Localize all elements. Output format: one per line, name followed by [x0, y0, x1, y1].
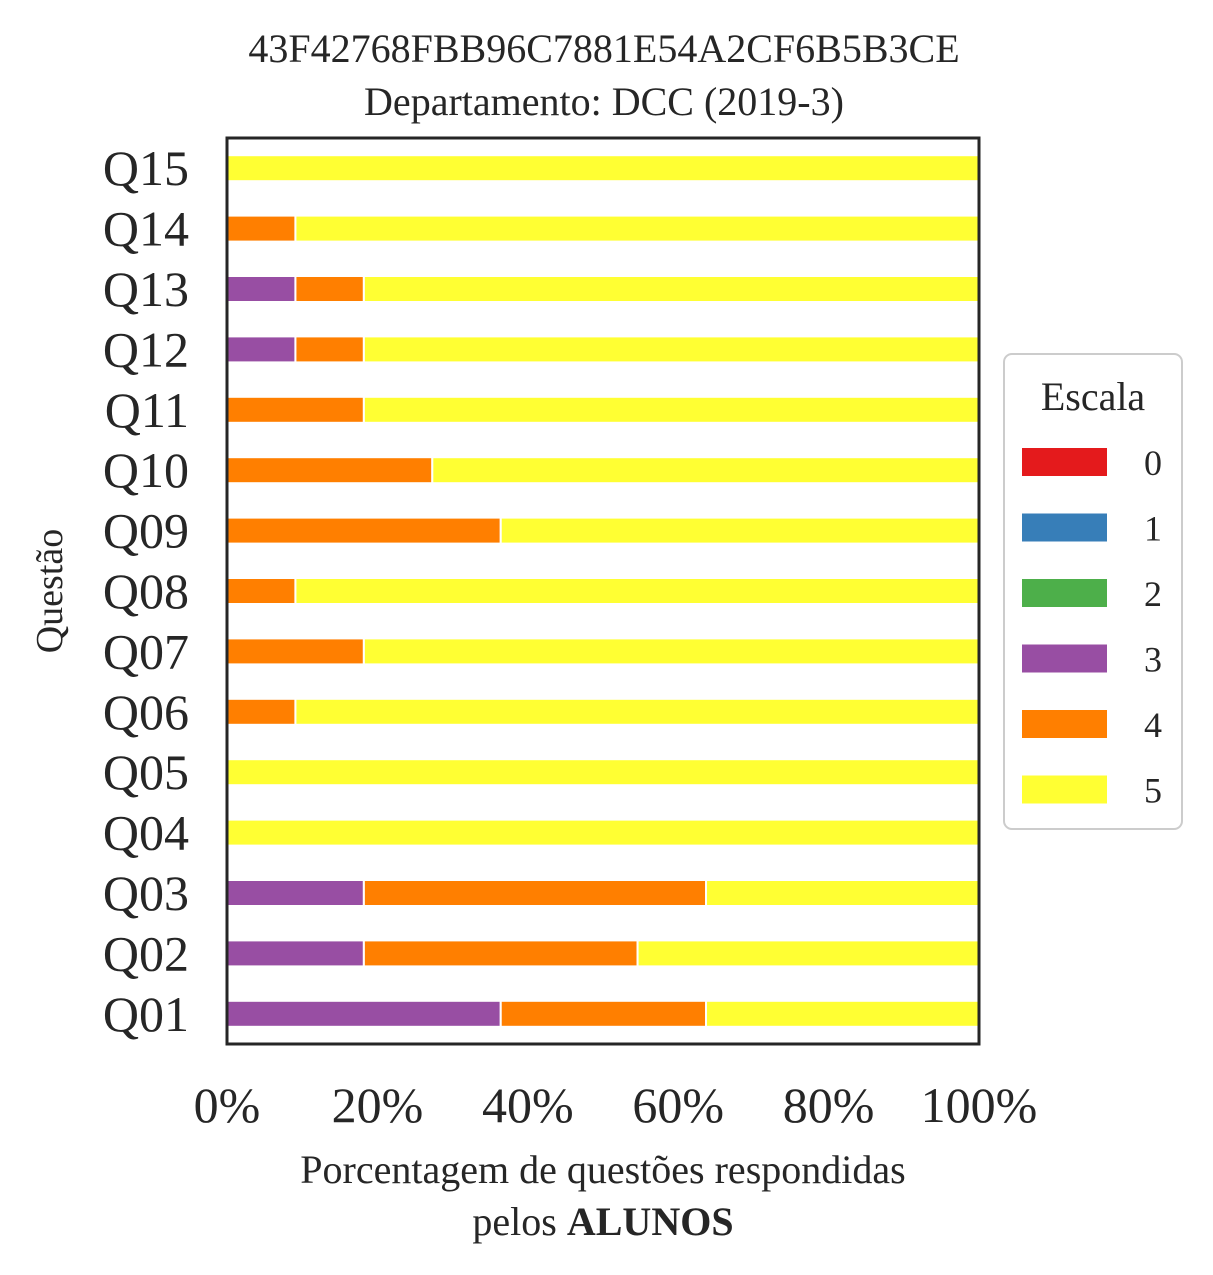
legend-swatch-1	[1022, 513, 1107, 542]
x-tick-label-40: 40%	[482, 1077, 574, 1133]
y-tick-labels: Q01Q02Q03Q04Q05Q06Q07Q08Q09Q10Q11Q12Q13Q…	[103, 140, 189, 1042]
legend-swatch-2	[1022, 579, 1107, 607]
bar-segment-q06-escala-5	[294, 697, 980, 726]
bar-segment-q10-escala-4	[226, 456, 434, 485]
bar-segment-q03-escala-3	[226, 879, 365, 907]
y-tick-label-q03: Q03	[103, 865, 189, 921]
y-tick-label-q11: Q11	[105, 382, 189, 438]
y-tick-label-q02: Q02	[103, 925, 189, 981]
x-axis-label-line1: Porcentagem de questões respondidas	[300, 1147, 905, 1192]
x-axis-label-line2: pelos ALUNOS	[472, 1199, 733, 1244]
x-tick-label-100: 100%	[921, 1077, 1038, 1133]
legend-swatch-4	[1022, 710, 1107, 738]
x-axis-label-prefix: pelos	[472, 1199, 566, 1244]
plot-frame	[225, 136, 981, 1046]
bar-segment-q14-escala-5	[294, 214, 980, 243]
bar-segment-q11-escala-4	[226, 395, 365, 424]
bar-segment-q01-escala-3	[226, 999, 502, 1028]
bar-segment-q13-escala-5	[362, 275, 980, 303]
bar-segment-q12-escala-3	[226, 335, 297, 364]
legend-swatch-0	[1022, 448, 1107, 476]
y-tick-label-q06: Q06	[103, 684, 189, 740]
bar-segment-q07-escala-5	[362, 637, 980, 666]
y-tick-label-q12: Q12	[103, 321, 189, 377]
bar-segment-q08-escala-5	[294, 577, 980, 605]
x-axis-label-bold: ALUNOS	[567, 1199, 734, 1244]
y-tick-label-q15: Q15	[103, 140, 189, 196]
bar-segment-q15-escala-5	[226, 154, 980, 183]
bar-segment-q09-escala-4	[226, 516, 502, 545]
plot-area: Q01Q02Q03Q04Q05Q06Q07Q08Q09Q10Q11Q12Q13Q…	[103, 136, 1038, 1133]
legend-label-3: 3	[1144, 640, 1162, 680]
bar-segment-q09-escala-5	[499, 516, 980, 545]
y-axis-label: Questão	[29, 529, 71, 654]
legend-label-0: 0	[1144, 443, 1162, 483]
bar-segment-q02-escala-4	[362, 939, 639, 968]
legend-label-5: 5	[1144, 771, 1162, 811]
y-tick-label-q04: Q04	[103, 805, 189, 861]
bar-segment-q07-escala-4	[226, 637, 365, 666]
legend-label-2: 2	[1144, 574, 1162, 614]
y-tick-label-q14: Q14	[103, 201, 189, 257]
legend-label-4: 4	[1144, 705, 1162, 745]
bar-segment-q01-escala-5	[705, 999, 980, 1028]
bar-segment-q08-escala-4	[226, 577, 297, 605]
y-tick-label-q08: Q08	[103, 563, 189, 619]
bars-group	[226, 154, 980, 1028]
y-tick-label-q01: Q01	[103, 986, 189, 1042]
y-tick-label-q07: Q07	[103, 623, 189, 679]
legend: Escala 0 1 2 3 4 5	[1003, 353, 1183, 830]
bar-segment-q02-escala-5	[636, 939, 980, 968]
bar-segment-q03-escala-5	[705, 879, 980, 907]
bar-segment-q03-escala-4	[362, 879, 708, 907]
bar-segment-q02-escala-3	[226, 939, 365, 968]
y-tick-label-q13: Q13	[103, 261, 189, 317]
x-tick-label-0: 0%	[194, 1077, 261, 1133]
bar-segment-q11-escala-5	[362, 395, 980, 424]
x-tick-labels: 0% 20% 40% 60% 80% 100%	[194, 1077, 1038, 1133]
x-tick-label-20: 20%	[332, 1077, 424, 1133]
bar-segment-q13-escala-4	[294, 275, 365, 303]
legend-label-1: 1	[1144, 509, 1162, 549]
legend-swatch-5	[1022, 775, 1107, 804]
legend-title: Escala	[1041, 374, 1146, 419]
chart-subtitle: Departamento: DCC (2019-3)	[364, 79, 844, 124]
legend-items: 0 1 2 3 4 5	[1022, 443, 1162, 811]
bar-segment-q05-escala-5	[226, 758, 980, 787]
y-tick-label-q09: Q09	[103, 503, 189, 559]
bar-segment-q04-escala-5	[226, 818, 980, 847]
legend-swatch-3	[1022, 644, 1107, 673]
bar-segment-q12-escala-5	[362, 335, 980, 364]
bar-segment-q01-escala-4	[499, 999, 708, 1028]
bar-segment-q12-escala-4	[294, 335, 365, 364]
y-tick-label-q05: Q05	[103, 744, 189, 800]
bar-segment-q13-escala-3	[226, 275, 297, 303]
bar-segment-q14-escala-4	[226, 214, 297, 243]
x-tick-label-60: 60%	[632, 1077, 724, 1133]
chart-title: 43F42768FBB96C7881E54A2CF6B5B3CE	[248, 26, 959, 71]
x-tick-label-80: 80%	[783, 1077, 875, 1133]
bar-segment-q06-escala-4	[226, 697, 297, 726]
bar-segment-q10-escala-5	[431, 456, 980, 485]
y-tick-label-q10: Q10	[103, 442, 189, 498]
